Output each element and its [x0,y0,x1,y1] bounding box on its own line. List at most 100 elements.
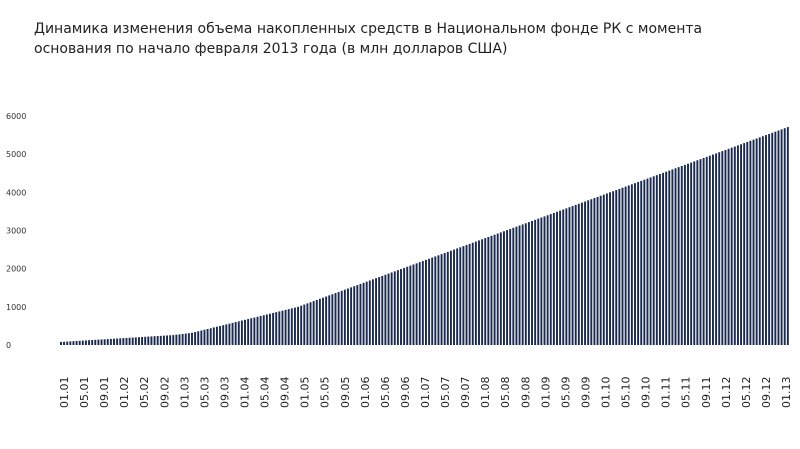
bar [240,320,243,345]
bar [499,232,502,345]
bar [546,215,549,345]
y-tick-label: 0 [6,341,11,350]
bar [262,315,265,345]
bar [194,332,197,345]
bar [375,278,378,345]
bar [409,265,412,345]
bar [337,291,340,345]
bar [621,187,624,345]
bar [627,185,630,345]
bar [481,239,484,345]
bar [222,325,225,345]
bar [272,312,275,345]
bar [509,228,512,345]
bar [153,336,156,345]
bar [88,340,91,345]
bar [674,168,677,345]
x-tick-label: 09.09 [579,377,592,409]
bar [584,201,587,345]
x-tick-label: 09.11 [700,377,713,409]
bar [72,341,75,345]
bar [306,303,309,345]
bar [462,246,465,345]
bar [250,318,253,345]
bar [780,129,783,345]
bar [668,170,671,345]
bar [680,166,683,345]
bar [393,271,396,345]
x-tick-label: 01.03 [178,377,191,409]
bar [122,338,125,345]
bar [125,337,128,345]
bar [562,209,565,345]
bar [640,180,643,345]
x-tick-label: 09.08 [519,377,532,409]
bar [537,218,540,345]
bar [381,275,384,345]
x-tick-label: 01.01 [58,377,71,409]
bar [577,203,580,345]
x-tick-label: 05.02 [138,377,151,409]
bar [287,309,290,345]
bar [643,179,646,345]
bar [100,339,103,345]
x-tick-label: 01.08 [479,377,492,409]
bar [109,338,112,345]
bar [259,315,262,345]
bar [275,312,278,345]
x-tick-label: 01.09 [539,377,552,409]
bar [580,202,583,345]
bar [484,238,487,345]
bar [552,212,555,345]
bar [421,261,424,345]
bar [156,336,159,345]
chart-title: Динамика изменения объема накопленных ср… [34,21,703,57]
bar [328,295,331,345]
bar [181,333,184,345]
bar [403,267,406,345]
x-tick-label: 01.12 [720,377,733,409]
bar [365,281,368,345]
bar [318,298,321,345]
bar [752,139,755,345]
bar [103,339,106,345]
bar [359,283,362,345]
bar [602,194,605,345]
bar [493,234,496,345]
x-tick-label: 01.10 [600,377,613,409]
bar [128,337,131,345]
bar [412,264,415,345]
bar [187,333,190,345]
bar [172,335,175,345]
x-tick-label: 05.11 [680,377,693,409]
bar [540,217,543,345]
bar [184,333,187,345]
bar [293,307,296,345]
bar [655,175,658,345]
x-tick-label: 01.02 [118,377,131,409]
bar [637,182,640,345]
bar [549,214,552,345]
x-tick-label: 05.12 [740,377,753,409]
bar [771,132,774,345]
bar [690,162,693,345]
bar [106,339,109,345]
bar [521,224,524,345]
bar [534,219,537,345]
bar [265,314,268,345]
bar [66,341,69,345]
bar [147,336,150,345]
bar [191,332,193,345]
bar [471,242,474,345]
bar [705,156,708,345]
bar [634,183,636,345]
bar [612,191,615,345]
x-tick-label: 05.06 [379,377,392,409]
x-tick-label: 09.10 [640,377,653,409]
bar [60,341,62,345]
bar [69,341,72,345]
bar [116,338,119,345]
bar [247,319,250,345]
bar [212,327,215,345]
bar [371,279,374,345]
